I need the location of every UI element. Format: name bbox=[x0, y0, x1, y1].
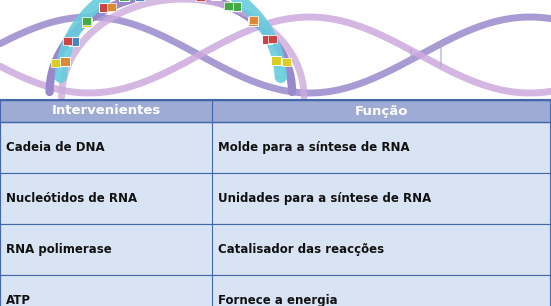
Text: ATP: ATP bbox=[6, 294, 31, 306]
Text: Nucleótidos de RNA: Nucleótidos de RNA bbox=[6, 192, 137, 205]
Text: Fornece a energia: Fornece a energia bbox=[218, 294, 338, 306]
Bar bbox=[99, 3, 109, 12]
Bar bbox=[0, 224, 551, 275]
Bar bbox=[0, 173, 551, 224]
Bar bbox=[69, 37, 79, 46]
Bar bbox=[262, 35, 272, 44]
Bar bbox=[224, 2, 233, 10]
Bar bbox=[282, 58, 290, 65]
Bar bbox=[60, 57, 70, 66]
Bar bbox=[249, 16, 258, 24]
Text: Unidades para a síntese de RNA: Unidades para a síntese de RNA bbox=[218, 192, 431, 205]
Bar bbox=[268, 35, 278, 43]
Text: Molde para a síntese de RNA: Molde para a síntese de RNA bbox=[218, 141, 410, 154]
Bar bbox=[249, 17, 258, 26]
Bar bbox=[271, 56, 281, 65]
Text: Cadeia de DNA: Cadeia de DNA bbox=[6, 141, 105, 154]
Bar bbox=[0, 100, 551, 122]
Bar bbox=[82, 18, 92, 28]
Text: Função: Função bbox=[355, 105, 408, 118]
Bar bbox=[0, 275, 551, 306]
Bar bbox=[196, 0, 204, 1]
Bar bbox=[0, 0, 551, 100]
Bar bbox=[135, 0, 144, 2]
Bar bbox=[120, 0, 129, 1]
Bar bbox=[0, 122, 551, 173]
Text: Intervenientes: Intervenientes bbox=[51, 105, 161, 118]
Bar bbox=[82, 17, 91, 25]
Bar bbox=[63, 37, 72, 45]
Bar bbox=[107, 3, 116, 11]
Bar bbox=[0, 0, 551, 102]
Bar bbox=[231, 2, 241, 11]
Bar bbox=[0, 100, 551, 306]
Text: RNA polimerase: RNA polimerase bbox=[6, 243, 112, 256]
Bar bbox=[51, 59, 60, 67]
Text: Catalisador das reacções: Catalisador das reacções bbox=[218, 243, 384, 256]
